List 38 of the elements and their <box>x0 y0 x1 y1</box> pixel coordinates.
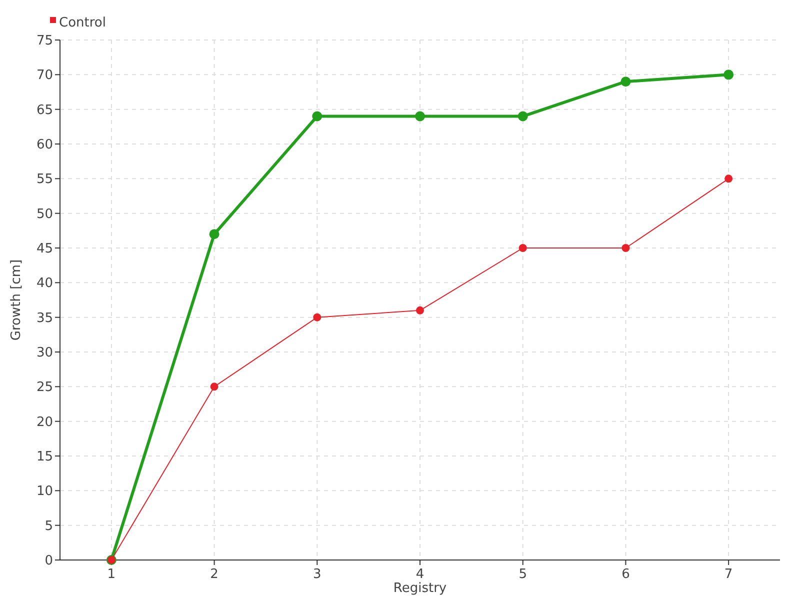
point <box>518 244 527 252</box>
y-tick-label: 60 <box>36 138 53 153</box>
y-tick-label: 0 <box>44 554 53 569</box>
point <box>724 70 734 80</box>
y-tick-label: 25 <box>36 380 53 396</box>
x-tick-label: 6 <box>622 567 630 582</box>
y-tick-label: 75 <box>36 34 53 49</box>
y-tick-label: 55 <box>36 172 53 188</box>
y-tick-label: 20 <box>36 414 53 430</box>
y-tick-label: 45 <box>36 242 53 257</box>
y-tick-label: 65 <box>36 102 53 118</box>
y-tick-label: 35 <box>36 310 53 326</box>
y-tick-label: 70 <box>36 68 53 84</box>
x-axis-title: Registry <box>393 581 447 596</box>
legend-label: Control <box>59 16 106 31</box>
y-axis-title: Growth [cm] <box>9 259 24 341</box>
point <box>724 174 733 183</box>
point <box>209 229 220 240</box>
y-tick-label: 5 <box>44 518 53 534</box>
x-tick-label: 2 <box>210 567 218 582</box>
point <box>518 111 528 122</box>
point <box>416 306 424 314</box>
x-tick-label: 4 <box>416 567 424 582</box>
y-tick-label: 40 <box>36 276 53 292</box>
x-tick-label: 1 <box>107 567 116 582</box>
point <box>620 76 631 87</box>
point <box>210 382 218 391</box>
x-tick-label: 5 <box>518 567 527 582</box>
point <box>312 111 322 122</box>
point <box>622 244 630 252</box>
point <box>313 313 322 322</box>
x-tick-label: 7 <box>724 567 733 582</box>
y-tick-label: 15 <box>36 450 53 465</box>
point <box>415 111 425 122</box>
y-tick-label: 50 <box>36 206 53 222</box>
y-tick-label: 10 <box>36 484 53 500</box>
x-tick-label: 3 <box>313 567 322 582</box>
y-tick-label: 30 <box>36 346 53 361</box>
